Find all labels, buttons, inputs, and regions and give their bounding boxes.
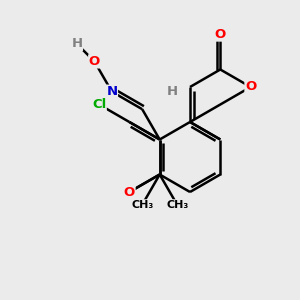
Text: CH₃: CH₃	[166, 200, 188, 210]
Text: O: O	[89, 55, 100, 68]
Text: O: O	[215, 28, 226, 41]
Text: Cl: Cl	[92, 98, 106, 111]
Text: O: O	[245, 80, 256, 94]
Text: N: N	[106, 85, 117, 98]
Text: CH₃: CH₃	[131, 200, 153, 210]
Text: H: H	[167, 85, 178, 98]
Text: O: O	[124, 185, 135, 199]
Text: H: H	[71, 38, 82, 50]
